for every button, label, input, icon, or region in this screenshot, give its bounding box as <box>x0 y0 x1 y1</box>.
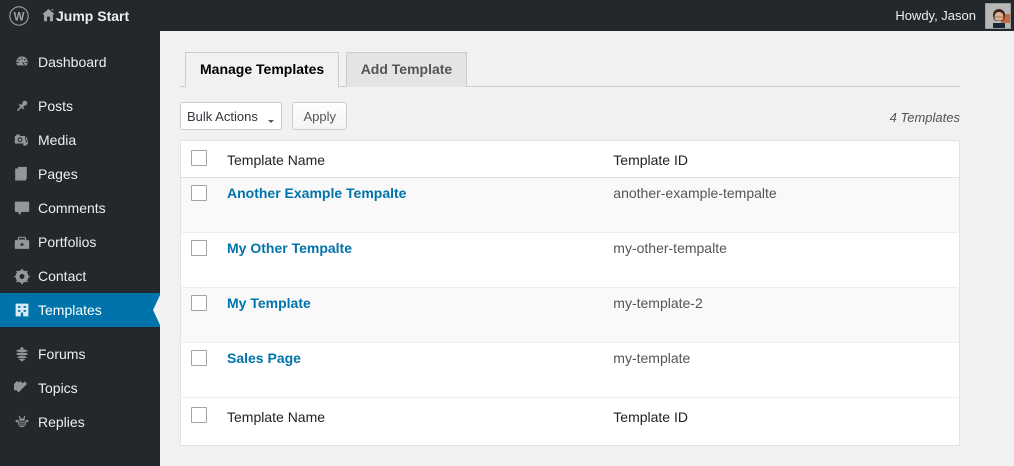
svg-text:W: W <box>14 11 25 23</box>
